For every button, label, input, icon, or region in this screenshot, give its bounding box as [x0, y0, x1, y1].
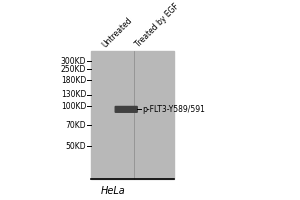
Text: 130KD: 130KD — [61, 90, 86, 99]
Text: Treated by EGF: Treated by EGF — [134, 2, 181, 49]
Text: HeLa: HeLa — [100, 186, 125, 196]
Text: 50KD: 50KD — [65, 142, 86, 151]
Text: 180KD: 180KD — [61, 76, 86, 85]
Text: 250KD: 250KD — [61, 65, 86, 74]
Bar — [91, 51, 174, 179]
Text: 300KD: 300KD — [61, 57, 86, 66]
Text: 100KD: 100KD — [61, 102, 86, 111]
Text: 70KD: 70KD — [65, 121, 86, 130]
Text: p-FLT3-Y589/591: p-FLT3-Y589/591 — [142, 105, 206, 114]
Text: Untreated: Untreated — [100, 15, 134, 49]
FancyBboxPatch shape — [115, 106, 137, 112]
